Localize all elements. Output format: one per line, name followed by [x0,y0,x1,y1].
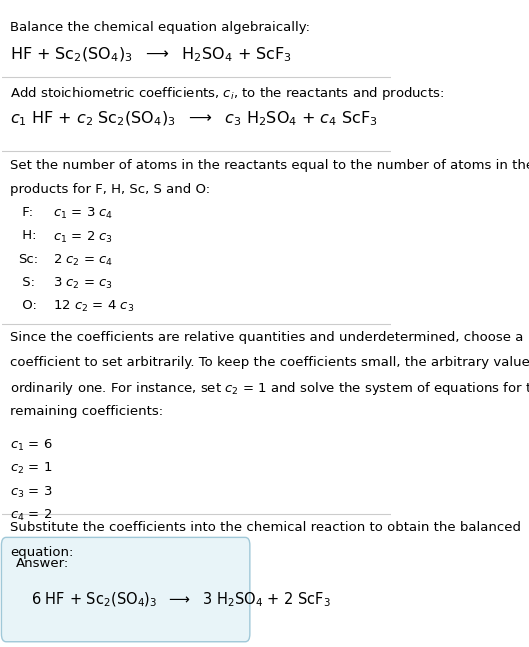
Text: Sc:: Sc: [18,252,38,266]
Text: $c_3$ = 3: $c_3$ = 3 [10,485,52,499]
Text: $c_2$ = 1: $c_2$ = 1 [10,461,52,476]
Text: remaining coefficients:: remaining coefficients: [10,404,163,418]
Text: $c_1$ = 2 $c_3$: $c_1$ = 2 $c_3$ [53,230,113,245]
Text: Add stoichiometric coefficients, $c_i$, to the reactants and products:: Add stoichiometric coefficients, $c_i$, … [10,85,444,102]
Text: $c_1$ = 6: $c_1$ = 6 [10,438,52,454]
Text: $c_1$ HF + $c_2$ Sc$_2$(SO$_4$)$_3$  $\longrightarrow$  $c_3$ H$_2$SO$_4$ + $c_4: $c_1$ HF + $c_2$ Sc$_2$(SO$_4$)$_3$ $\lo… [10,109,378,128]
FancyBboxPatch shape [2,538,250,642]
Text: Set the number of atoms in the reactants equal to the number of atoms in the: Set the number of atoms in the reactants… [10,159,529,171]
Text: products for F, H, Sc, S and O:: products for F, H, Sc, S and O: [10,183,210,196]
Text: Answer:: Answer: [16,556,69,570]
Text: coefficient to set arbitrarily. To keep the coefficients small, the arbitrary va: coefficient to set arbitrarily. To keep … [10,356,529,369]
Text: 2 $c_2$ = $c_4$: 2 $c_2$ = $c_4$ [53,252,113,268]
Text: $c_4$ = 2: $c_4$ = 2 [10,508,52,523]
Text: HF + Sc$_2$(SO$_4$)$_3$  $\longrightarrow$  H$_2$SO$_4$ + ScF$_3$: HF + Sc$_2$(SO$_4$)$_3$ $\longrightarrow… [10,45,292,63]
Text: $c_1$ = 3 $c_4$: $c_1$ = 3 $c_4$ [53,206,113,221]
Text: F:: F: [18,206,33,219]
Text: S:: S: [18,276,35,289]
Text: equation:: equation: [10,546,74,559]
Text: Since the coefficients are relative quantities and underdetermined, choose a: Since the coefficients are relative quan… [10,331,523,344]
Text: 3 $c_2$ = $c_3$: 3 $c_2$ = $c_3$ [53,276,113,291]
Text: 12 $c_2$ = 4 $c_3$: 12 $c_2$ = 4 $c_3$ [53,299,134,314]
Text: O:: O: [18,299,37,312]
Text: H:: H: [18,230,37,243]
Text: ordinarily one. For instance, set $c_2$ = 1 and solve the system of equations fo: ordinarily one. For instance, set $c_2$ … [10,380,529,397]
Text: Balance the chemical equation algebraically:: Balance the chemical equation algebraica… [10,21,310,34]
Text: 6 HF + Sc$_2$(SO$_4$)$_3$  $\longrightarrow$  3 H$_2$SO$_4$ + 2 ScF$_3$: 6 HF + Sc$_2$(SO$_4$)$_3$ $\longrightarr… [31,591,332,609]
Text: Substitute the coefficients into the chemical reaction to obtain the balanced: Substitute the coefficients into the che… [10,521,521,534]
